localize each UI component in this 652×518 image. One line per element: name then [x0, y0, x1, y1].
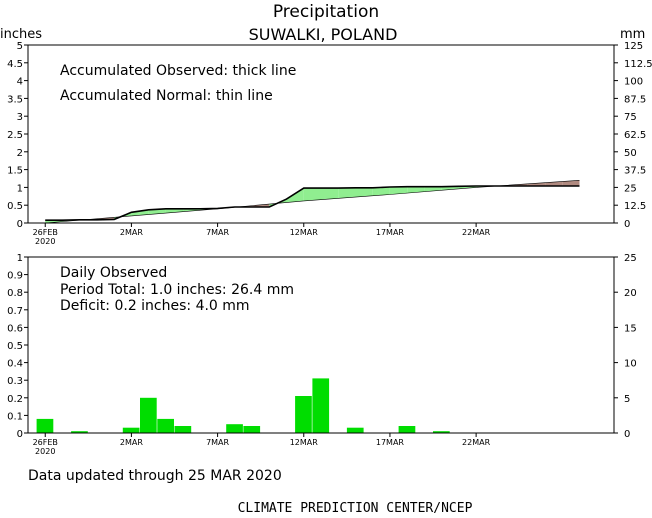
top-x-tick-label: 17MAR: [376, 228, 405, 237]
top-right-tick-label: 125: [624, 41, 643, 52]
daily-precip-bar: [122, 427, 140, 433]
daily-precip-bar: [157, 418, 174, 433]
top-right-tick-label: 100: [624, 77, 643, 88]
daily-precip-bar: [140, 397, 157, 433]
accumulation-diff-fill: [372, 187, 390, 196]
accumulation-diff-fill: [562, 180, 580, 186]
daily-precip-bar: [243, 426, 261, 433]
accumulation-diff-fill: [338, 187, 356, 199]
top-right-tick-label: 50: [624, 148, 637, 159]
chart-subtitle: SUWALKI, POLAND: [249, 25, 398, 44]
bottom-right-tick-label: 0: [624, 429, 630, 440]
bottom-left-tick-label: 0.3: [7, 376, 23, 387]
daily-panel: 00.10.20.30.40.50.60.70.80.9105101520252…: [7, 253, 637, 456]
bottom-x-tick-label: 12MAR: [290, 438, 319, 447]
daily-precip-bar: [312, 378, 330, 433]
bottom-x-tick-label: 7MAR: [206, 438, 229, 447]
accumulation-diff-fill: [407, 186, 425, 194]
bottom-left-tick-label: 0.7: [7, 306, 23, 317]
daily-precip-bar: [295, 396, 312, 433]
top-right-tick-label: 112.5: [624, 59, 652, 70]
top-x-tick-year: 2020: [35, 237, 55, 246]
deficit-line: Deficit: 0.2 inches: 4.0 mm: [60, 298, 250, 314]
top-right-tick-label: 12.5: [624, 201, 646, 212]
bottom-left-tick-label: 0.5: [7, 341, 23, 352]
stats-title: Daily Observed: [60, 265, 167, 281]
bottom-right-tick-label: 15: [624, 323, 637, 334]
top-left-tick-label: 4: [17, 77, 23, 88]
accumulated-normal-line: [45, 180, 580, 224]
credit-footer: CLIMATE PREDICTION CENTER/NCEP: [238, 501, 473, 516]
bottom-left-tick-label: 0.6: [7, 323, 23, 334]
accumulation-diff-fill: [131, 209, 149, 216]
top-left-tick-label: 1: [17, 183, 23, 194]
accumulation-diff-fill: [389, 186, 408, 195]
bottom-left-tick-label: 1: [17, 253, 23, 264]
top-right-tick-label: 0: [624, 219, 630, 230]
accumulated-observed-line: [45, 185, 580, 221]
accumulated-panel: 00.511.522.533.544.55012.52537.55062.575…: [7, 41, 652, 246]
bottom-right-tick-label: 10: [624, 359, 637, 370]
bottom-left-tick-label: 0.8: [7, 288, 23, 299]
daily-precip-bar: [346, 427, 364, 433]
legend-line: Accumulated Observed: thick line: [60, 63, 296, 79]
top-left-tick-label: 4.5: [7, 59, 23, 70]
chart-title: Precipitation: [273, 2, 379, 22]
bottom-x-tick-year: 2020: [35, 447, 55, 456]
bottom-right-tick-label: 25: [624, 253, 637, 264]
top-x-tick-label: 2MAR: [120, 228, 143, 237]
top-x-tick-label: 12MAR: [290, 228, 319, 237]
top-left-tick-label: 0: [17, 219, 23, 230]
period-total-line: Period Total: 1.0 inches: 26.4 mm: [60, 282, 294, 298]
top-x-tick-label: 22MAR: [462, 228, 491, 237]
accumulation-diff-fill: [303, 188, 321, 201]
left-unit-label: inches: [0, 27, 42, 42]
top-right-tick-label: 37.5: [624, 166, 646, 177]
bottom-left-tick-label: 0.1: [7, 411, 23, 422]
top-left-tick-label: 2.5: [7, 130, 23, 141]
top-left-tick-label: 5: [17, 41, 23, 52]
right-unit-label: mm: [620, 27, 645, 42]
top-left-tick-label: 3: [17, 112, 23, 123]
bottom-x-tick-label: 2MAR: [120, 438, 143, 447]
top-left-tick-label: 3.5: [7, 94, 23, 105]
accumulation-diff-fill: [355, 187, 373, 198]
top-x-tick-label: 26FEB: [33, 228, 58, 237]
daily-precip-bar: [226, 424, 243, 433]
daily-precip-bar: [174, 426, 192, 433]
legend-line: Accumulated Normal: thin line: [60, 88, 273, 104]
bottom-x-tick-label: 22MAR: [462, 438, 491, 447]
bottom-left-tick-label: 0.2: [7, 394, 23, 405]
top-left-tick-label: 2: [17, 148, 23, 159]
bottom-right-tick-label: 5: [624, 394, 630, 405]
top-left-tick-label: 1.5: [7, 166, 23, 177]
accumulation-diff-fill: [321, 188, 339, 200]
top-right-tick-label: 75: [624, 112, 637, 123]
daily-precip-bar: [71, 431, 88, 433]
daily-precip-bar: [433, 431, 450, 433]
data-updated-note: Data updated through 25 MAR 2020: [28, 468, 282, 484]
bottom-right-tick-label: 20: [624, 288, 637, 299]
bottom-x-tick-label: 17MAR: [376, 438, 405, 447]
top-right-tick-label: 25: [624, 183, 637, 194]
top-left-tick-label: 0.5: [7, 201, 23, 212]
bottom-left-tick-label: 0.4: [7, 359, 23, 370]
bottom-x-tick-label: 26FEB: [33, 438, 58, 447]
bottom-left-tick-label: 0: [17, 429, 23, 440]
top-right-tick-label: 62.5: [624, 130, 646, 141]
top-right-tick-label: 87.5: [624, 94, 646, 105]
accumulation-diff-fill: [527, 182, 546, 186]
daily-precip-bar: [398, 426, 416, 433]
daily-precip-bar: [36, 418, 54, 433]
bottom-left-tick-label: 0.9: [7, 271, 23, 282]
top-x-tick-label: 7MAR: [206, 228, 229, 237]
